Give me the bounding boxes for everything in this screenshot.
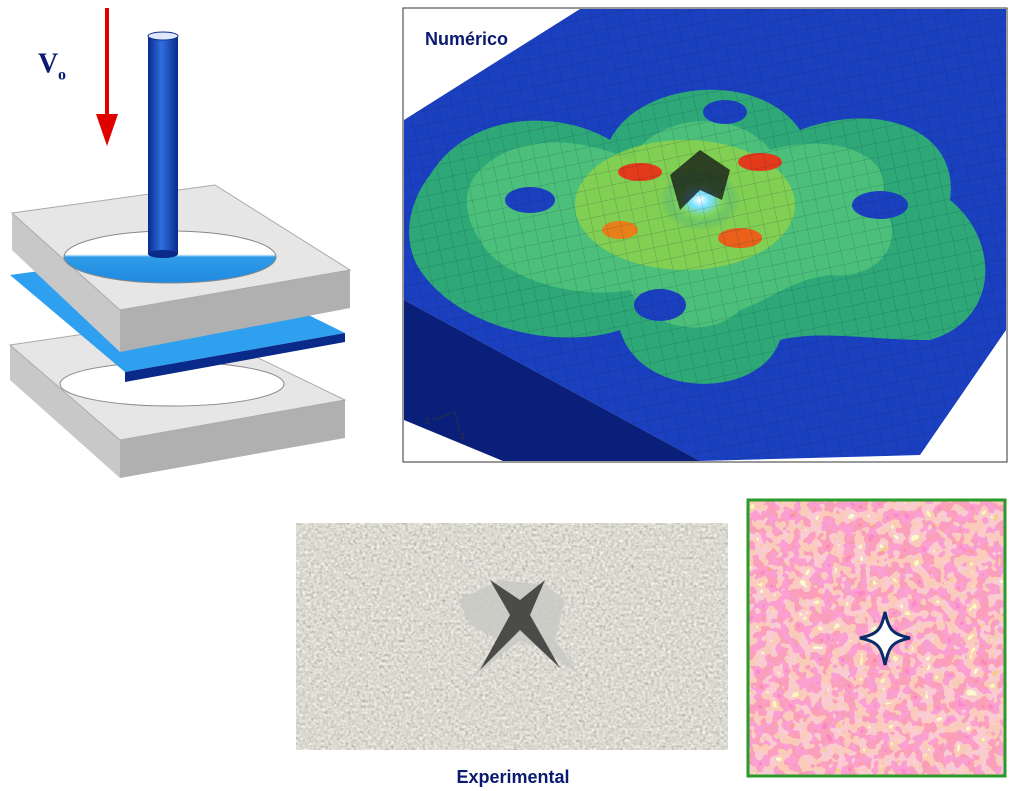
- velocity-subscript: o: [58, 67, 66, 84]
- strain-border: [746, 498, 1007, 778]
- strain-map: [746, 498, 1007, 778]
- rod-top: [147, 31, 179, 41]
- photo-crack: [480, 580, 560, 670]
- experimental-title: Experimental: [456, 767, 569, 787]
- velocity-label: V: [38, 48, 58, 79]
- strain-hole: [859, 611, 911, 666]
- photo: Experimental: [296, 523, 728, 787]
- arrow-head: [96, 114, 118, 146]
- rod-tip: [148, 250, 178, 258]
- axis-label: 3: [460, 432, 465, 441]
- plate-top-front: [120, 270, 350, 352]
- numeric-title: Numérico: [425, 29, 508, 49]
- axis-line: [454, 411, 461, 433]
- simulation: Numérico 2 3: [402, 7, 1008, 463]
- sheet-edge: [125, 333, 345, 382]
- mesh: [404, 9, 1006, 461]
- rod: [148, 36, 178, 254]
- axis-line: [432, 411, 456, 421]
- axis-label: 2: [425, 417, 430, 426]
- schematic: V o: [8, 8, 352, 478]
- plate-bottom-front: [120, 400, 345, 478]
